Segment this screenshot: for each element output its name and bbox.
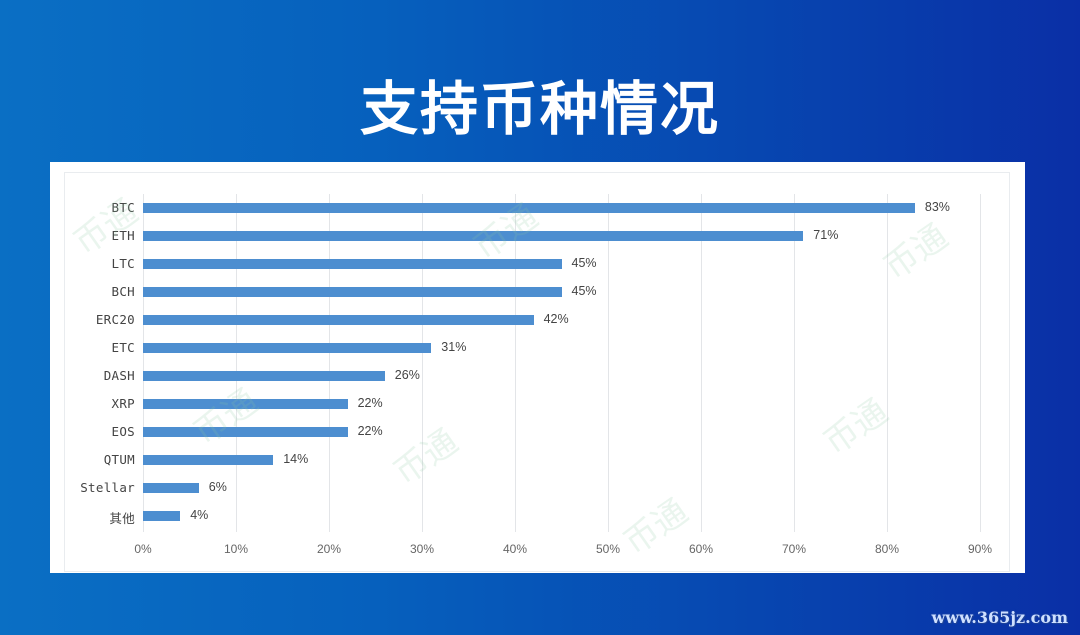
bar	[143, 399, 348, 409]
chart-frame	[64, 172, 1010, 572]
gridline	[515, 194, 516, 532]
value-label: 6%	[208, 480, 227, 494]
bar	[143, 511, 181, 521]
bar-row: 其他 4%	[109, 502, 980, 530]
category-label: ERC20	[95, 312, 135, 327]
x-tick-label: 0%	[134, 542, 152, 556]
value-label: 71%	[813, 228, 839, 242]
category-label: 其他	[109, 511, 135, 526]
category-label: ETH	[111, 228, 135, 243]
bar-row: QTUM 14%	[104, 446, 980, 474]
bar-row: BTC 83%	[112, 194, 980, 222]
gridline	[422, 194, 423, 532]
bar	[143, 427, 348, 437]
value-label: 45%	[571, 256, 597, 270]
gridline	[887, 194, 888, 532]
x-tick-label: 60%	[688, 542, 714, 556]
category-label: EOS	[111, 424, 135, 439]
bar-row: LTC 45%	[112, 250, 980, 278]
bar	[143, 203, 915, 213]
bar	[143, 315, 534, 325]
category-label: BCH	[111, 284, 135, 299]
bar-row: EOS 22%	[112, 418, 980, 446]
bar-row: DASH 26%	[104, 362, 980, 390]
bar-row: XRP 22%	[112, 390, 980, 418]
bar	[143, 287, 562, 297]
x-tick-label: 70%	[781, 542, 807, 556]
x-tick-label: 10%	[223, 542, 249, 556]
gridline	[608, 194, 609, 532]
category-label: BTC	[111, 200, 135, 215]
bar	[143, 483, 199, 493]
gridline	[329, 194, 330, 532]
x-tick-label: 50%	[595, 542, 621, 556]
bar	[143, 231, 804, 241]
x-tick-label: 90%	[967, 542, 993, 556]
site-watermark: www.365jz.com	[931, 608, 1068, 627]
value-label: 22%	[357, 424, 383, 438]
value-label: 22%	[357, 396, 383, 410]
category-label: XRP	[111, 396, 135, 411]
bar-row: ERC20 42%	[96, 306, 980, 334]
category-label: DASH	[103, 368, 135, 383]
plot-area: 0% 10% 20% 30% 40% 50% 60% 70% 80% 90% BTC 83% ETH 71…	[80, 194, 992, 556]
page-title: 支持币种情况	[359, 75, 720, 143]
x-tick-label: 80%	[874, 542, 900, 556]
gridline	[143, 194, 144, 532]
value-label: 4%	[190, 508, 209, 522]
chart-panel: 0% 10% 20% 30% 40% 50% 60% 70% 80% 90% BTC 83% ETH 71…	[50, 162, 1025, 573]
bar	[143, 455, 274, 465]
value-label: 42%	[543, 312, 569, 326]
gridline	[980, 194, 981, 532]
x-tick-label: 20%	[316, 542, 342, 556]
bar-row: BCH 45%	[112, 278, 980, 306]
bar-row: ETH 71%	[112, 222, 980, 250]
bar	[143, 343, 432, 353]
bar-row: ETC 31%	[112, 334, 980, 362]
gridline	[701, 194, 702, 532]
category-label: QTUM	[103, 452, 135, 467]
category-label: Stellar	[80, 480, 135, 495]
category-label: ETC	[111, 340, 135, 355]
gridline	[236, 194, 237, 532]
x-tick-label: 40%	[502, 542, 528, 556]
x-tick-label: 30%	[409, 542, 435, 556]
value-label: 45%	[571, 284, 597, 298]
value-label: 83%	[924, 200, 950, 214]
bar	[143, 371, 385, 381]
category-label: LTC	[111, 256, 135, 271]
value-label: 31%	[441, 340, 467, 354]
bar	[143, 259, 562, 269]
gridline	[794, 194, 795, 532]
value-label: 26%	[394, 368, 420, 382]
value-label: 14%	[283, 452, 309, 466]
bar-row: Stellar 6%	[80, 474, 980, 502]
